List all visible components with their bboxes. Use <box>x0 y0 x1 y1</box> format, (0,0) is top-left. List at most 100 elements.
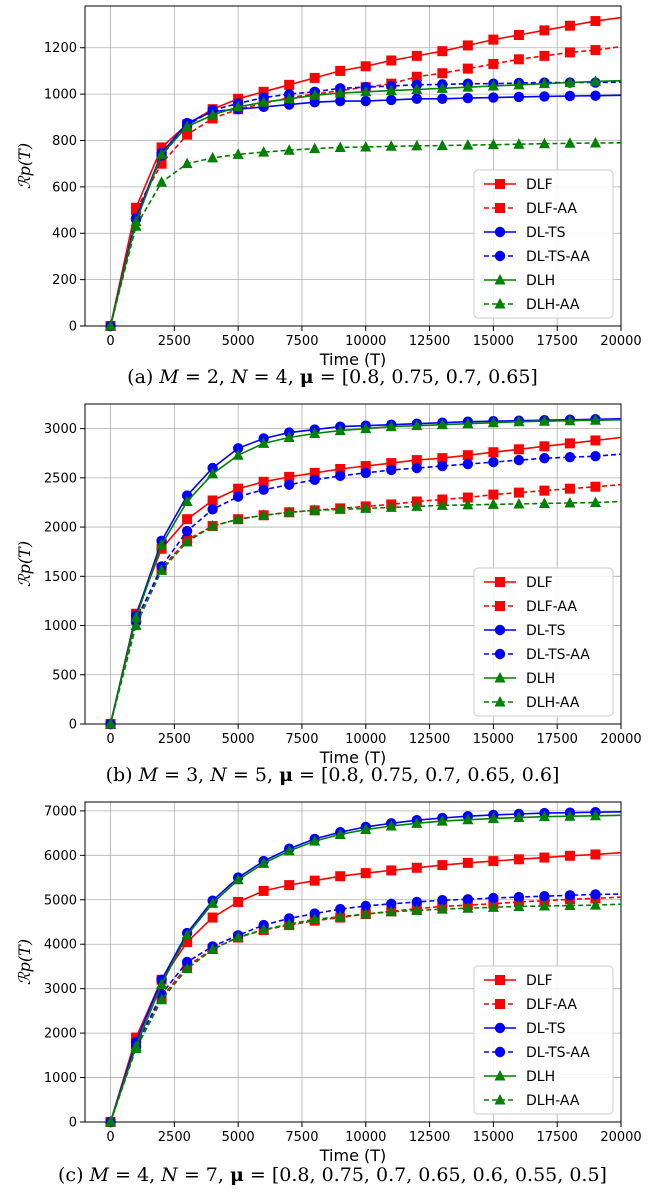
data-point <box>590 450 601 462</box>
data-point <box>386 898 397 909</box>
y-axis-label-b: ℛp(T) <box>15 541 34 587</box>
chart-caption-b: (b) M = 3, N = 5, μ = [0.8, 0.75, 0.7, 0… <box>105 764 560 786</box>
y-tick-label: 1000 <box>44 88 77 103</box>
data-point <box>207 520 219 531</box>
data-point <box>130 619 142 631</box>
data-point <box>283 844 295 856</box>
legend-marker <box>494 648 506 660</box>
data-point <box>335 65 346 76</box>
data-point <box>284 79 295 90</box>
legend-box <box>473 169 614 319</box>
legend-marker <box>495 999 505 1009</box>
legend-item: DLF-AA <box>484 201 577 217</box>
legend-item: DLH <box>484 671 555 687</box>
data-point <box>411 500 423 511</box>
data-point <box>309 89 321 100</box>
legend-marker <box>494 624 506 636</box>
x-tick-label: 15000 <box>473 334 514 349</box>
legend-label: DLH <box>526 671 555 687</box>
data-point <box>411 50 422 61</box>
y-tick-label: 3000 <box>44 422 77 437</box>
legend-b: DLF DLF-AA DL-TS DL-TS-AA DLH DLH-AA <box>473 567 614 717</box>
data-point <box>462 458 474 470</box>
legend-item: DLH-AA <box>484 695 580 711</box>
data-point <box>335 903 346 915</box>
ticks-c: 0 2500 5000 7500 10000 12500 15000 17500 20000 0 1… <box>44 804 642 1145</box>
data-point <box>309 467 320 478</box>
data-point <box>538 137 550 149</box>
x-tick-label: 0 <box>106 334 114 349</box>
legend-item: DLF <box>484 177 553 193</box>
legend-marker <box>495 577 505 587</box>
data-point <box>488 489 499 500</box>
data-point <box>513 29 524 40</box>
data-point <box>156 142 167 153</box>
data-point <box>258 857 270 868</box>
data-point <box>207 504 218 515</box>
data-point <box>105 718 117 729</box>
data-point <box>386 865 397 876</box>
legend-marker <box>494 250 506 262</box>
data-point <box>564 850 575 861</box>
data-point <box>232 443 244 454</box>
data-point <box>156 993 168 1005</box>
legend-a: DLF DLF-AA DL-TS DL-TS-AA DLH DLH-AA <box>473 169 614 319</box>
line-chart-b: 0 2500 5000 7500 10000 12500 15000 17500 20000 0 5… <box>15 403 642 767</box>
legend-label: DLF <box>526 177 553 193</box>
legend-marker <box>494 1070 506 1081</box>
data-point <box>590 435 601 446</box>
legend-box <box>473 567 614 717</box>
data-point <box>386 458 397 469</box>
data-point <box>411 462 423 474</box>
data-point <box>488 447 499 458</box>
data-point <box>386 55 397 66</box>
data-point <box>513 54 524 65</box>
data-point <box>513 444 524 455</box>
legend-marker <box>495 203 505 213</box>
legend-marker <box>494 1094 506 1105</box>
data-point <box>258 885 269 896</box>
legend-marker <box>495 975 505 985</box>
data-point <box>411 904 423 915</box>
data-point <box>360 85 372 97</box>
legend-label: DLH-AA <box>526 695 580 711</box>
data-point <box>437 68 448 79</box>
data-point <box>539 50 550 61</box>
data-point <box>207 467 219 479</box>
data-point <box>156 978 168 989</box>
data-point <box>513 138 525 149</box>
data-point <box>360 467 371 479</box>
data-point <box>385 501 397 512</box>
data-point <box>590 481 601 492</box>
y-tick-label: 1200 <box>44 41 77 56</box>
data-point <box>360 422 372 434</box>
data-point <box>437 453 448 464</box>
x-tick-label: 10000 <box>345 732 386 747</box>
data-point <box>513 487 524 498</box>
data-point <box>462 492 473 503</box>
data-point <box>462 417 474 429</box>
y-tick-label: 1500 <box>44 570 77 585</box>
data-point <box>487 138 499 150</box>
y-tick-label: 200 <box>52 273 77 288</box>
data-point <box>564 483 575 494</box>
data-point <box>513 91 525 103</box>
data-point <box>488 456 499 468</box>
y-tick-label: 7000 <box>44 804 77 819</box>
data-point <box>232 449 244 460</box>
x-tick-label: 17500 <box>537 334 578 349</box>
data-point <box>258 476 269 487</box>
legend-label: DLH <box>526 273 555 289</box>
y-tick-label: 6000 <box>44 849 77 864</box>
data-point <box>181 525 193 537</box>
x-tick-label: 12500 <box>409 1130 450 1145</box>
data-point <box>487 80 499 91</box>
legend-item: DL-TS-AA <box>484 647 590 663</box>
data-point <box>130 1042 142 1054</box>
data-point <box>488 58 499 69</box>
data-point <box>590 16 601 27</box>
data-point <box>258 96 270 107</box>
data-point <box>411 862 422 873</box>
data-point <box>488 34 499 45</box>
data-point <box>539 485 550 496</box>
